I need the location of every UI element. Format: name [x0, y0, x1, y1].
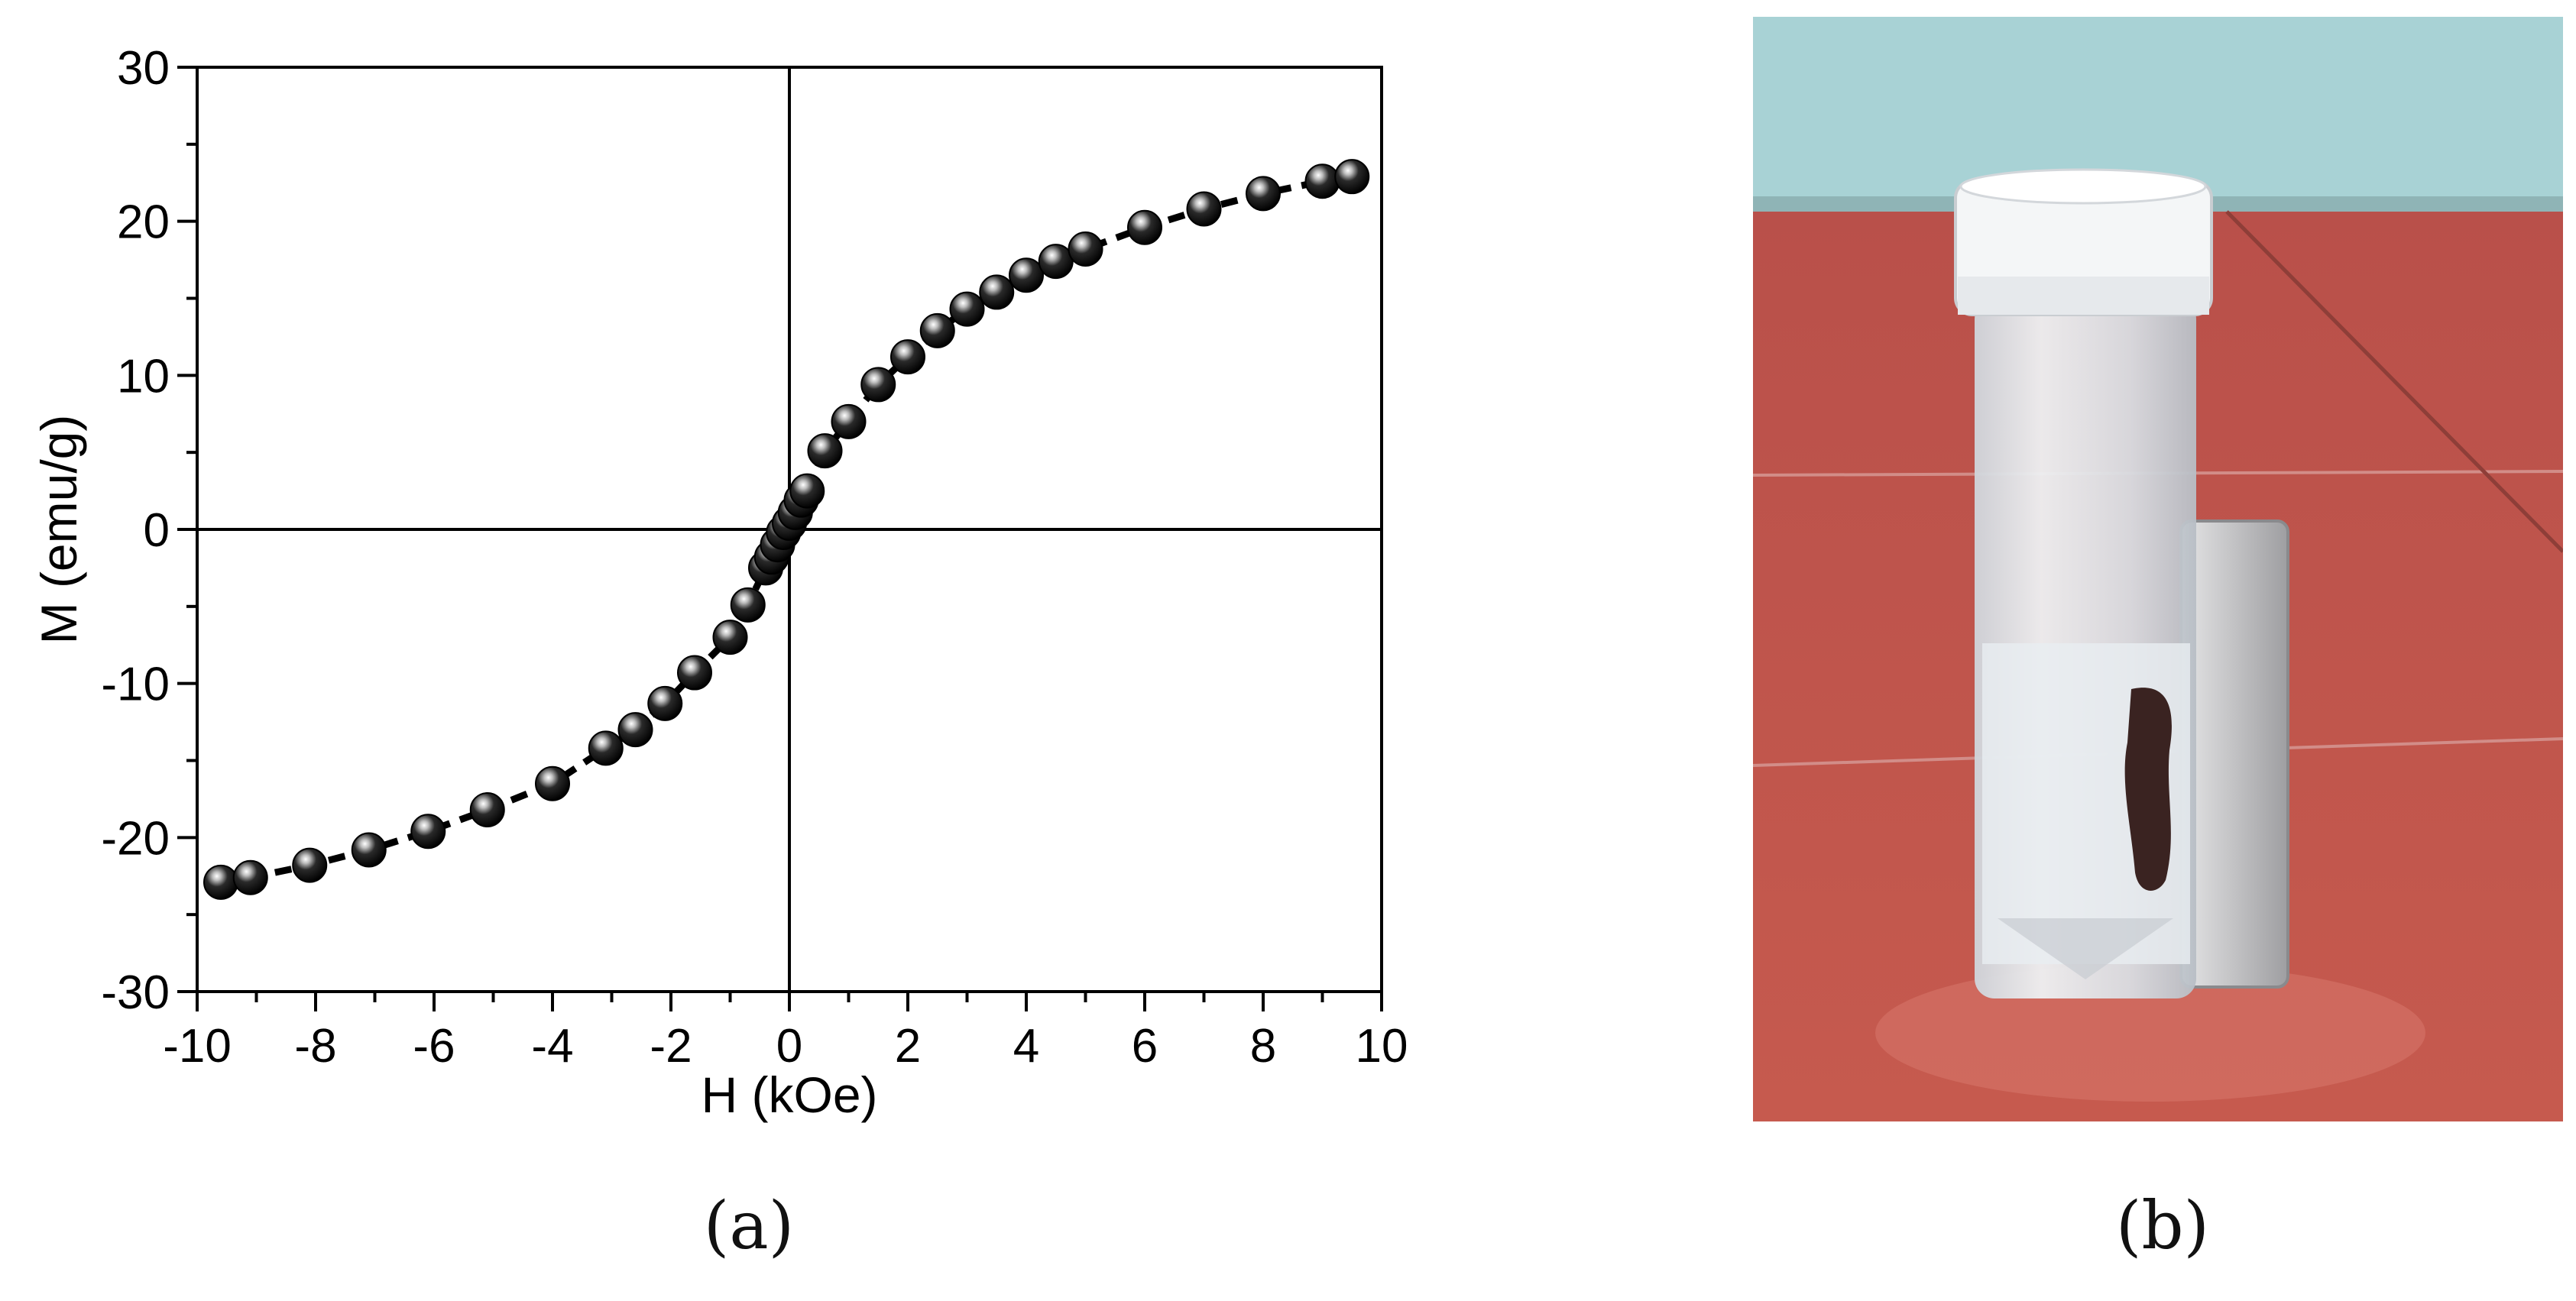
- data-point: [677, 655, 712, 691]
- data-point: [807, 433, 843, 469]
- data-point: [232, 859, 268, 895]
- data-point: [469, 792, 505, 828]
- data-point: [919, 312, 955, 348]
- x-tick-label: -6: [413, 1020, 455, 1073]
- data-point: [712, 620, 748, 655]
- x-tick-label: -2: [650, 1020, 692, 1073]
- x-tick-label: 0: [776, 1020, 802, 1073]
- x-tick-label: -4: [531, 1020, 573, 1073]
- data-point: [860, 367, 896, 403]
- x-tick-label: 8: [1250, 1020, 1276, 1073]
- photo-illustration: [1752, 17, 2565, 1121]
- magnet: [2179, 519, 2289, 989]
- data-point: [1304, 163, 1340, 199]
- x-tick-label: 4: [1013, 1020, 1039, 1073]
- x-tick-label: -10: [163, 1020, 232, 1073]
- y-tick-label: -10: [101, 659, 170, 711]
- x-tick-label: 10: [1356, 1020, 1408, 1073]
- y-tick-label: 30: [117, 42, 170, 95]
- data-point: [831, 403, 867, 439]
- tile-joint: [2225, 210, 2565, 553]
- data-point: [1246, 176, 1281, 212]
- data-point: [617, 712, 653, 748]
- data-point: [730, 587, 766, 623]
- data-point: [203, 864, 238, 900]
- data-point: [1068, 231, 1103, 267]
- caption-b: (b): [2115, 1188, 2210, 1264]
- caption-a: (a): [703, 1188, 795, 1264]
- x-axis-label: H (kOe): [702, 1066, 878, 1123]
- data-point: [789, 473, 825, 509]
- cap-ridges: [1958, 277, 2209, 315]
- y-tick-label: -30: [101, 966, 170, 1019]
- magnetization-chart: -10 -8 -6 -4 -2 0 2 4 6 8 10 -30 -20 -10 0 10 20 30 H (kO…: [31, 42, 1408, 1123]
- y-tick-label: 20: [117, 196, 170, 249]
- data-point: [1038, 244, 1074, 280]
- x-tick-label: 2: [895, 1020, 921, 1073]
- data-points: [203, 159, 1370, 900]
- y-tick-label: -20: [101, 812, 170, 865]
- data-point: [1334, 159, 1370, 195]
- magnetic-particles: [2124, 688, 2172, 891]
- data-point: [890, 339, 925, 375]
- data-point: [292, 847, 328, 883]
- vial-conical-bottom: [1998, 918, 2173, 979]
- data-point: [1127, 209, 1162, 245]
- y-tick-label: 0: [144, 504, 170, 557]
- vial-magnet-photo: [1752, 17, 2565, 1121]
- data-point: [351, 832, 387, 868]
- data-point: [949, 291, 985, 327]
- cap-top: [1959, 168, 2207, 205]
- data-point: [647, 685, 683, 721]
- x-tick-label: 6: [1132, 1020, 1158, 1073]
- data-point: [410, 814, 446, 850]
- x-tick-label: -8: [294, 1020, 336, 1073]
- data-point: [1009, 257, 1044, 293]
- data-point: [588, 730, 624, 766]
- data-point: [1186, 191, 1222, 227]
- y-tick-label: 10: [117, 350, 170, 403]
- axis-ticks: [177, 66, 1383, 1011]
- y-axis-label: M (emu/g): [31, 415, 87, 645]
- data-point: [979, 274, 1015, 310]
- data-point: [535, 765, 570, 801]
